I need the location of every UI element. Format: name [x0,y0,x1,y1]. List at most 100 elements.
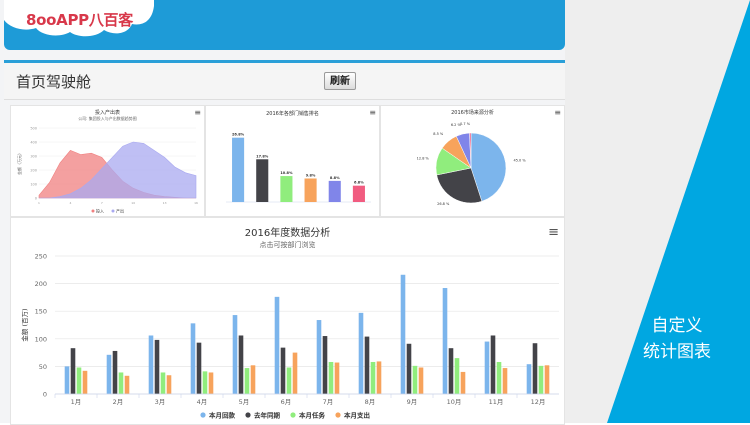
bar [112,350,118,394]
y-tick-label: 50 [39,363,47,371]
bar [352,185,365,202]
bar [412,365,418,394]
legend-marker [91,209,95,213]
data-label: 6.8% [354,181,364,185]
y-tick-label: 100 [35,335,47,343]
y-tick-label: 0 [35,197,37,201]
x-tick-label: 9月 [407,398,418,406]
x-tick-label: 8月 [365,398,376,406]
bar [244,368,250,394]
bar [250,365,256,394]
data-label: 26.8% [232,133,245,137]
legend-marker [200,412,206,418]
legend-marker [290,412,296,418]
market-source-chart: 45.0 % 26.8 % 12.8 % 8.5 % 6.2 % 0.7 % [417,122,527,206]
data-label: 10.8% [280,171,293,175]
x-tick-label: 10月 [447,398,462,406]
bar [490,335,496,394]
legend-marker [111,209,115,213]
bar [280,347,286,394]
x-tick-label: 3月 [155,398,166,406]
bar [196,342,202,394]
brand-logo[interactable]: 8ooAPP八百客 [26,11,133,29]
annual-analysis-chart: 0 50 100 150 200 250 金额 (百万) 1月 2月 3月 4月 5月 6月 7月 8月 9月… [20,253,559,420]
menu-icon[interactable]: ≡ [194,108,201,117]
x-tick-label: 7月 [323,398,334,406]
dept-sales-chart: 26.8% 17.8% 10.8% 9.8% 8.8% 6.8% [226,133,371,203]
x-tick-label: 13 [163,201,167,205]
promo-triangle [607,0,750,423]
pie-slice [436,167,483,204]
data-label: 17.8% [256,154,269,158]
x-tick-label: 6月 [281,398,292,406]
refresh-button[interactable]: 刷新 [324,72,356,90]
chart-title: 投入产出表 [94,110,120,116]
chart-title: 2016年度数据分析 [244,228,331,239]
market-source-panel: ≡ 2016市场来源分析 45.0 % 26.8 % 12.8 % 8.5 % 6.2 … [380,105,565,217]
slice-label: 6.2 % [451,123,462,127]
bar [532,343,538,394]
bar [70,348,76,394]
cloud-logo-backdrop [4,0,154,37]
bar [274,296,280,394]
bar [370,361,376,394]
bar [328,361,334,394]
bar [232,315,238,394]
page-header: 首页驾驶舱 刷新 [4,63,565,100]
bar [256,159,269,202]
bar [406,343,412,394]
promo-line-2: 统计图表 [643,342,711,362]
legend-label: 本月支出 [344,411,370,420]
x-tick-label: 11月 [489,398,504,406]
annual-analysis-panel: ≡ 2016年度数据分析 点击可按部门浏览 0 50 100 150 200 250 金额 … [10,217,565,425]
app-window: 8ooAPP八百客 首页驾驶舱 刷新 ≡ 投入产出表 公司: 集团投入与产出数据… [0,0,565,425]
bar [328,180,341,202]
x-tick-label: 16 [194,201,198,205]
menu-icon[interactable]: ≡ [554,108,561,117]
slice-label: 45.0 % [513,158,526,162]
legend-label: 本月回款 [209,411,236,420]
bar [334,362,340,394]
bar [76,367,82,394]
data-label: 9.8% [306,173,316,177]
y-tick-label: 200 [30,169,37,173]
bar [418,367,424,394]
x-tick-label: 4月 [197,398,208,406]
y-axis-label: 金额（万元） [16,151,22,175]
x-tick-label: 4 [69,201,71,205]
pie-slice [469,132,472,169]
page-title: 首页驾驶舱 [16,73,92,91]
input-output-panel: ≡ 投入产出表 公司: 集团投入与产出数据趋势图 0 100 200 300 400 50… [10,105,205,217]
dept-sales-panel: ≡ 2016年各部门销售排名 26.8% 17.8% 10.8% 9.8% 8.8% 6.… [205,105,380,217]
bar [400,274,406,394]
bar [232,137,245,202]
promo-pane [565,0,750,423]
bar [208,372,214,394]
bar [166,375,172,394]
bar [286,367,292,394]
slice-label: 8.5 % [433,132,444,136]
y-tick-label: 200 [35,280,47,288]
slice-label: 12.8 % [417,156,430,160]
y-tick-label: 500 [30,127,37,131]
bar [280,176,293,202]
bar [154,339,160,394]
menu-icon[interactable]: ≡ [369,108,376,117]
bar [454,358,460,394]
y-tick-label: 100 [30,183,37,187]
y-tick-label: 400 [30,141,37,145]
y-tick-label: 150 [35,308,47,316]
menu-icon[interactable]: ≡ [548,225,559,240]
bar [316,320,322,394]
legend-label: 产出 [116,208,124,214]
bar [442,288,448,394]
chart-title: 2016年各部门销售排名 [266,111,319,117]
x-tick-label: 10 [131,201,135,205]
bar [526,364,532,394]
bar [484,341,490,394]
bar [322,336,328,394]
x-tick-label: 12月 [531,398,546,406]
bar [544,365,550,394]
y-tick-label: 250 [35,253,47,261]
area-series [39,141,197,199]
